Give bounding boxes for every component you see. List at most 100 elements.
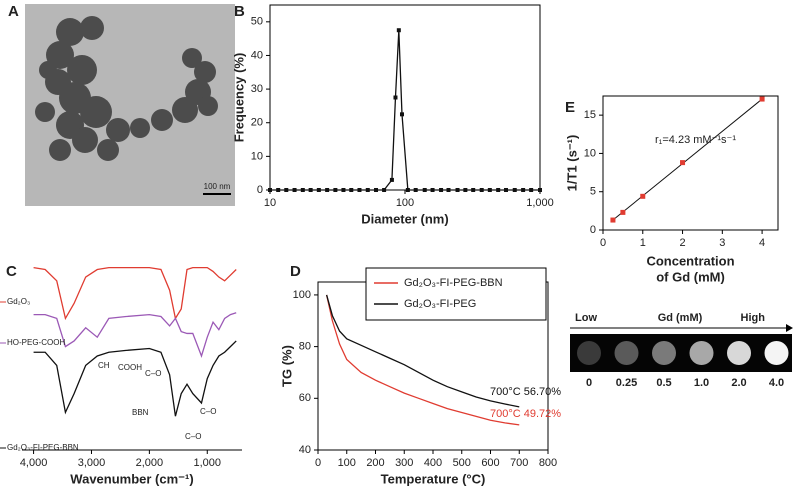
x-tick-label: 2,000 — [136, 457, 164, 469]
y-tick-label: 20 — [251, 117, 263, 129]
point — [496, 188, 501, 192]
point — [374, 188, 379, 192]
x-tick-label: 1,000 — [526, 197, 554, 209]
y-axis-label: 1/T1 (s⁻¹) — [564, 135, 579, 192]
point — [439, 188, 444, 192]
point — [512, 188, 517, 192]
phantom-well — [764, 341, 789, 365]
phantom-label: 2.0 — [731, 377, 746, 389]
x-axis-label: Temperature (°C) — [381, 471, 486, 486]
x-tick-label: 400 — [424, 457, 442, 469]
point — [308, 188, 313, 192]
x-tick-label: 3,000 — [78, 457, 106, 469]
legend-label: Gd₂O₃-FI-PEG — [404, 298, 476, 310]
point — [292, 188, 297, 192]
phantom-well — [614, 341, 639, 365]
y-tick-label: 0 — [590, 224, 596, 236]
panel-label: C — [6, 263, 17, 280]
point — [382, 188, 387, 192]
legend-label: Gd₂O₃-FI-PEG-BBN — [404, 277, 503, 289]
phantom-label: 4.0 — [769, 377, 784, 389]
y-tick-label: 40 — [299, 444, 311, 456]
y-axis-label: Frequency (%) — [231, 53, 246, 143]
x-tick-label: 0 — [600, 237, 606, 249]
point — [487, 188, 492, 192]
y-tick-label: 0 — [257, 184, 263, 196]
point — [610, 217, 616, 223]
x-tick-label: 1,000 — [193, 457, 221, 469]
phantom-high: High — [741, 312, 766, 324]
point — [341, 188, 346, 192]
annotation: COOH — [118, 363, 142, 372]
point — [396, 28, 401, 33]
point — [399, 112, 404, 117]
y-tick-label: 100 — [293, 289, 311, 301]
point — [446, 188, 451, 192]
phantom-title: Gd (mM) — [658, 312, 703, 324]
point — [405, 188, 410, 192]
point — [640, 193, 646, 199]
point — [455, 188, 460, 192]
phantom-well — [689, 341, 714, 365]
y-tick-label: 40 — [251, 49, 263, 61]
point — [620, 209, 626, 215]
plot-frame — [269, 4, 541, 191]
legend-label: Gd₂O₃ — [7, 297, 30, 306]
point — [680, 160, 686, 166]
annotation: CH — [98, 361, 110, 370]
y-tick-label: 5 — [590, 186, 596, 198]
point — [504, 188, 509, 192]
point — [333, 188, 338, 192]
point — [365, 188, 370, 192]
phantom-label: 1.0 — [694, 377, 709, 389]
series-line — [33, 312, 237, 358]
phantom-well — [652, 341, 676, 365]
point — [529, 188, 534, 192]
series-line — [325, 294, 520, 426]
point — [316, 188, 321, 192]
y-tick-label: 30 — [251, 83, 263, 95]
x-tick-label: 800 — [539, 457, 557, 469]
phantom-arrowhead — [786, 324, 793, 332]
panel-label: D — [290, 263, 301, 280]
panel-label: A — [8, 3, 19, 20]
point — [538, 188, 542, 192]
series-line — [33, 340, 237, 417]
x-axis-label: Wavenumber (cm⁻¹) — [70, 471, 193, 486]
point — [463, 188, 468, 192]
annotation: C–O — [145, 369, 161, 378]
series-line — [33, 266, 237, 321]
x-tick-label: 200 — [366, 457, 384, 469]
point — [422, 188, 427, 192]
plot-frame — [602, 95, 779, 231]
point — [268, 188, 272, 192]
phantom-label: 0.25 — [616, 377, 637, 389]
x-tick-label: 700 — [510, 457, 528, 469]
y-tick-label: 10 — [251, 150, 263, 162]
point — [357, 188, 362, 192]
x-tick-label: 300 — [395, 457, 413, 469]
y-axis-label: TG (%) — [279, 345, 294, 387]
phantom-label: 0.5 — [656, 377, 671, 389]
x-axis-label: Concentration — [646, 253, 734, 268]
x-tick-label: 0 — [315, 457, 321, 469]
x-tick-label: 100 — [396, 197, 414, 209]
legend-label: HO-PEG-COOH — [7, 338, 65, 347]
x-tick-label: 2 — [679, 237, 685, 249]
phantom-image — [570, 334, 792, 372]
point — [413, 188, 418, 192]
y-tick-label: 50 — [251, 16, 263, 28]
phantom-well — [577, 341, 601, 365]
point — [276, 188, 281, 192]
point — [471, 188, 476, 192]
annotation: r₁=4.23 mM⁻¹s⁻¹ — [655, 134, 736, 146]
annotation: C–O — [200, 407, 216, 416]
point — [521, 188, 526, 192]
point — [430, 188, 435, 192]
annotation: C–O — [185, 432, 201, 441]
x-axis-label: Diameter (nm) — [361, 211, 448, 226]
x-tick-label: 4,000 — [20, 457, 48, 469]
point — [325, 188, 330, 192]
point — [284, 188, 289, 192]
